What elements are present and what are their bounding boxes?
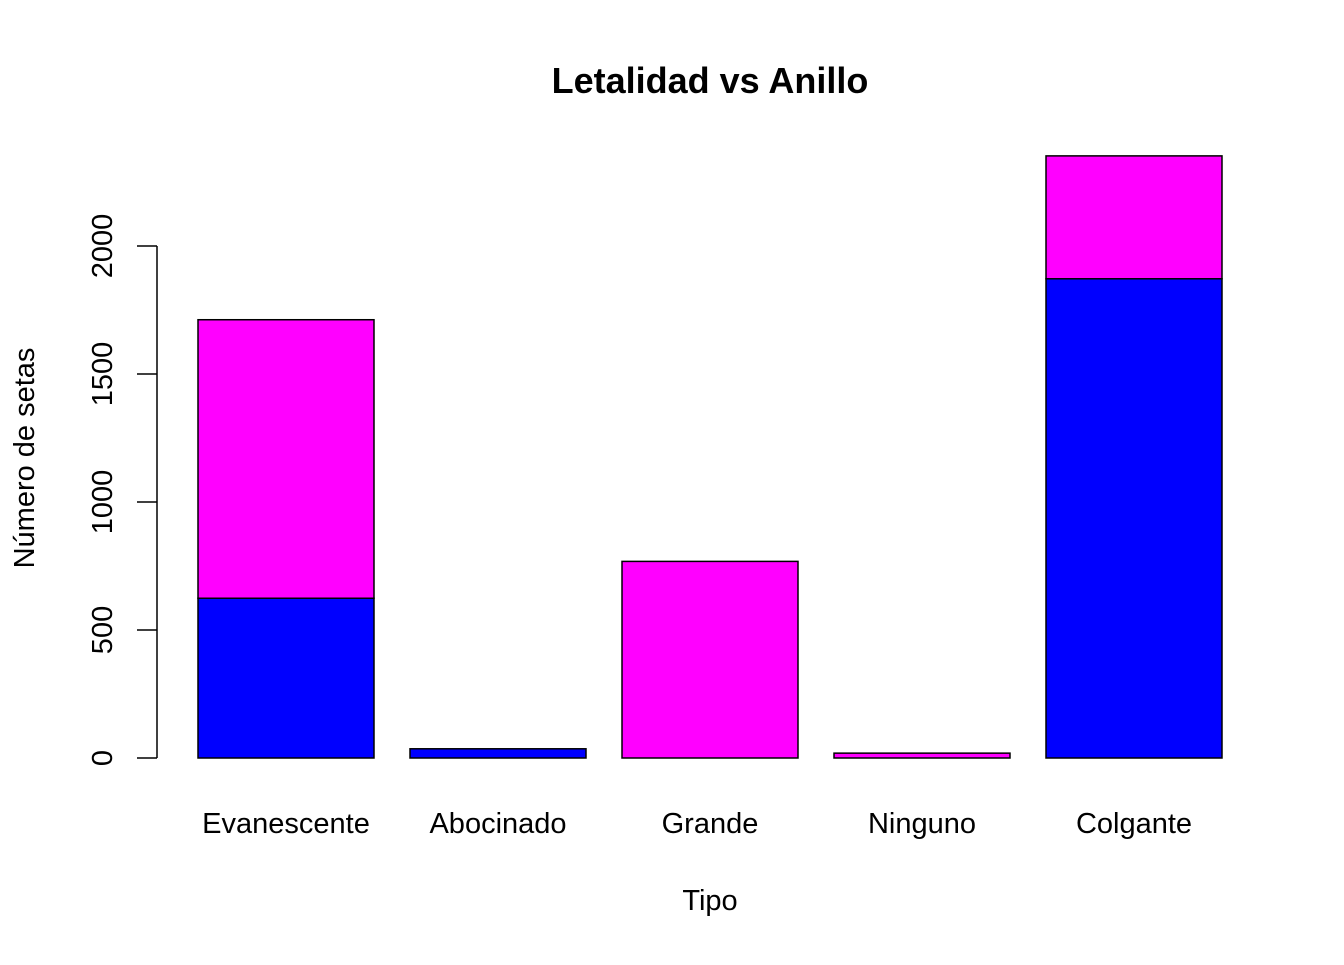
y-tick-label: 500 xyxy=(87,606,119,654)
y-tick-label: 0 xyxy=(87,750,119,766)
bars-group xyxy=(197,155,1223,759)
x-axis-label: Tipo xyxy=(682,885,737,917)
category-label: Evanescente xyxy=(202,808,370,840)
category-label: Grande xyxy=(662,808,759,840)
category-label: Abocinado xyxy=(429,808,566,840)
y-tick-label: 1500 xyxy=(87,342,119,407)
bar-segment xyxy=(621,560,799,759)
category-label: Colgante xyxy=(1076,808,1192,840)
category-labels-group: Evanescente Abocinado Grande Ninguno Colgant… xyxy=(202,808,1192,840)
y-axis: 0 500 1000 1500 2000 xyxy=(87,214,158,766)
y-tick-label: 2000 xyxy=(87,214,119,279)
bar-segment xyxy=(1045,278,1223,759)
chart-title: Letalidad vs Anillo xyxy=(552,60,869,101)
bar-segment xyxy=(1045,155,1223,280)
category-label: Ninguno xyxy=(868,808,976,840)
bar-segment xyxy=(197,597,375,759)
bar-segment xyxy=(197,318,375,600)
y-axis-label: Número de setas xyxy=(9,348,41,569)
bar-segment xyxy=(833,752,1011,759)
bar-segment xyxy=(409,748,587,759)
y-tick-label: 1000 xyxy=(87,470,119,535)
